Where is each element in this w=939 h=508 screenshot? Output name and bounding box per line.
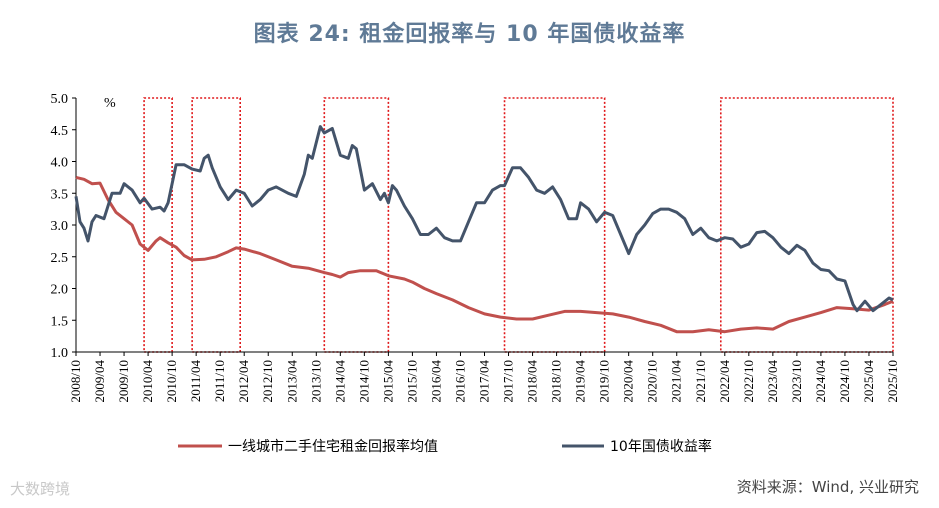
x-tick-label: 2012/04	[236, 360, 251, 403]
legend-label: 10年国债收益率	[610, 438, 712, 455]
x-tick-label: 2019/10	[597, 360, 612, 403]
x-tick-label: 2013/10	[308, 360, 323, 403]
x-tick-label: 2017/04	[477, 360, 492, 403]
x-tick-label: 2012/10	[260, 360, 275, 403]
x-axis-ticks: 2008/10 2009/04 2009/10 2010/04 2010/10 2011/…	[68, 352, 900, 403]
highlight-box-3	[323, 97, 390, 353]
x-tick-label: 2022/04	[717, 360, 732, 403]
y-tick-label: 1.0	[51, 346, 69, 361]
series-lines	[74, 125, 894, 334]
y-axis-ticks: 5.0 4.5 4.0 3.5 3.0 2.5 2.0 1.5 1.0	[51, 92, 76, 361]
x-tick-label: 2025/04	[861, 360, 876, 403]
watermark-text: 大数跨境	[10, 480, 71, 498]
y-axis-unit: %	[104, 96, 116, 111]
y-tick-label: 2.0	[51, 283, 69, 298]
x-tick-label: 2016/10	[452, 360, 467, 403]
x-tick-label: 2013/04	[284, 360, 299, 403]
rent-yield-line	[75, 175, 894, 334]
x-tick-label: 2011/10	[212, 360, 227, 402]
y-tick-label: 1.5	[51, 314, 69, 329]
x-tick-label: 2017/10	[501, 360, 516, 403]
x-tick-label: 2023/04	[765, 360, 780, 403]
highlight-box-5	[719, 97, 894, 353]
x-tick-label: 2016/04	[428, 360, 443, 403]
y-tick-label: 3.5	[51, 187, 69, 202]
x-tick-label: 2024/10	[837, 360, 852, 403]
x-tick-label: 2020/10	[645, 360, 660, 403]
x-tick-label: 2009/10	[116, 360, 131, 403]
chart-title: 图表 24: 租金回报率与 10 年国债收益率	[253, 22, 686, 47]
legend: 一线城市二手住宅租金回报率均值 10年国债收益率	[178, 438, 712, 455]
x-tick-label: 2024/04	[813, 360, 828, 403]
highlight-box-1	[143, 97, 173, 353]
x-tick-label: 2011/04	[188, 360, 203, 403]
y-tick-label: 3.0	[51, 219, 69, 234]
x-tick-label: 2010/04	[140, 360, 155, 403]
y-tick-label: 5.0	[51, 92, 69, 107]
x-tick-label: 2014/04	[332, 360, 347, 403]
legend-label: 一线城市二手住宅租金回报率均值	[228, 438, 438, 455]
bond-yield-line	[74, 125, 894, 313]
x-tick-label: 2020/04	[621, 360, 636, 403]
x-tick-label: 2021/10	[693, 360, 708, 403]
x-tick-label: 2015/10	[404, 360, 419, 403]
x-tick-label: 2021/04	[669, 360, 684, 403]
x-tick-label: 2008/10	[68, 360, 83, 403]
source-note: 资料来源：Wind, 兴业研究	[736, 478, 919, 496]
x-tick-label: 2010/10	[164, 360, 179, 403]
y-tick-label: 4.0	[51, 156, 69, 171]
y-tick-label: 2.5	[51, 251, 69, 266]
x-tick-label: 2014/10	[356, 360, 371, 403]
x-tick-label: 2018/10	[549, 360, 564, 403]
x-tick-label: 2019/04	[573, 360, 588, 403]
x-tick-label: 2018/04	[525, 360, 540, 403]
y-tick-label: 4.5	[51, 124, 69, 139]
x-tick-label: 2025/10	[885, 360, 900, 403]
highlight-box-2	[191, 97, 242, 353]
x-tick-label: 2009/04	[92, 360, 107, 403]
x-tick-label: 2015/04	[380, 360, 395, 403]
highlight-periods	[143, 97, 894, 353]
x-tick-label: 2023/10	[789, 360, 804, 403]
x-tick-label: 2022/10	[741, 360, 756, 403]
